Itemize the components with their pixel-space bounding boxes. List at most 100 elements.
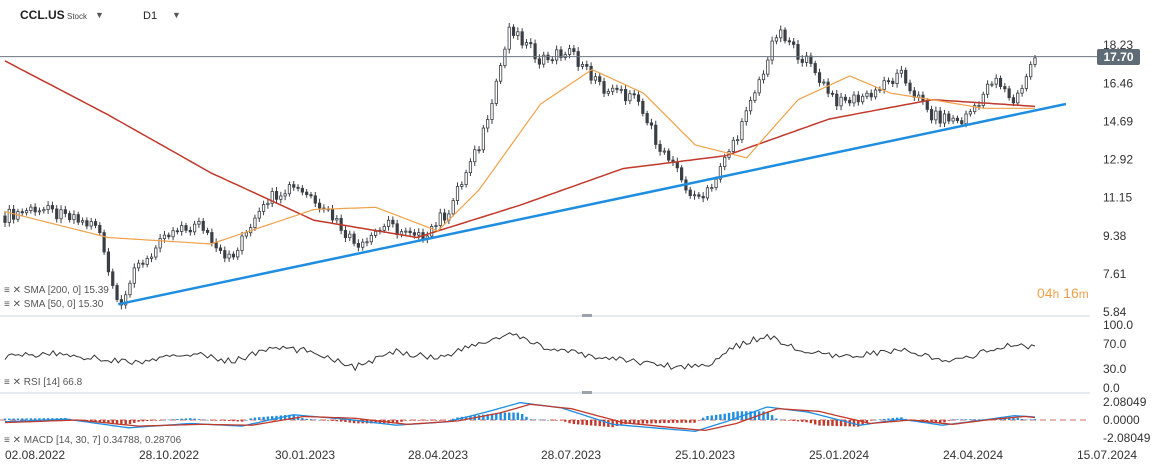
macd-histogram-bar [882,418,886,420]
pane-resize-handle-1[interactable] [582,314,592,317]
macd-histogram-bar [796,420,800,422]
macd-histogram-bar [714,414,718,420]
macd-histogram-bar [710,415,713,420]
candle-body [356,243,360,248]
macd-histogram-bar [697,420,701,421]
menu-icon[interactable]: ≡ [4,377,10,388]
macd-histogram-bar [404,420,407,421]
timeframe-label[interactable]: D1 [143,10,158,22]
macd-histogram-bar [94,420,97,423]
candle-body [744,110,748,123]
macd-histogram-bar [158,420,162,421]
macd-histogram-bar [585,420,588,426]
macd-histogram-bar [663,420,666,424]
candle-body [106,251,111,273]
candle-body [550,59,554,62]
candle-body [779,29,783,39]
candle-body [330,208,335,221]
pane-resize-handle-2[interactable] [582,391,592,394]
macd-histogram-bar [339,420,343,422]
candle-body [305,191,309,196]
candle-body [990,83,994,86]
candle-body [29,206,33,211]
rsi-tick-label: 30.0 [1103,362,1127,376]
macd-histogram-bar [42,418,45,420]
candle-body [942,113,947,124]
symbol-dropdown-icon[interactable]: ▼ [95,10,104,20]
macd-histogram-bar [938,420,942,423]
macd-histogram-bar [801,420,804,422]
candle-body [718,166,722,180]
candle-body [886,80,891,83]
countdown-hours: 04 [1037,285,1053,301]
candle-body [270,191,274,204]
rsi-legend[interactable]: ≡ ✕ RSI [14] 66.8 [4,377,82,388]
menu-icon[interactable]: ≡ [4,435,10,446]
candle-body [753,92,757,101]
candle-body [218,247,223,251]
candle-body [24,210,29,214]
candle-body [1003,86,1007,90]
close-icon[interactable]: ✕ [12,285,22,296]
macd-histogram-bar [8,418,11,420]
candle-body [1024,76,1028,89]
macd-histogram-bar [658,420,662,424]
macd-histogram-bar [551,420,554,421]
timeframe-dropdown-icon[interactable]: ▼ [172,10,181,20]
macd-histogram-bar [219,420,222,421]
menu-icon[interactable]: ≡ [4,299,10,310]
macd-histogram-bar [176,419,179,420]
candle-body [632,93,636,96]
candle-body [318,202,322,209]
macd-histogram-bar [197,419,201,420]
candle-body [835,93,839,107]
candle-body [951,117,955,122]
candle-body [274,191,279,200]
candle-body [895,72,899,85]
candle-body [839,96,843,107]
close-icon[interactable]: ✕ [12,299,22,310]
candle-body [494,80,498,104]
close-icon[interactable]: ✕ [12,377,22,388]
macd-histogram-bar [814,420,817,425]
candle-body [175,230,179,233]
sma50-legend[interactable]: ≡ ✕ SMA [50, 0] 15.30 [4,299,103,310]
macd-histogram-bar [930,420,933,423]
candle-body [697,194,701,197]
candle-body [615,87,619,90]
macd-legend[interactable]: ≡ ✕ MACD [14, 30, 7] 0.34788, 0.28706 [4,435,181,446]
macd-histogram-bar [503,412,507,420]
candle-body [158,238,162,249]
macd-histogram-bar [533,419,537,421]
candle-body [546,54,550,61]
symbol-label[interactable]: CCL.US [20,8,65,22]
date-tick-label: 02.08.2022 [5,448,65,462]
macd-histogram-bar [352,420,356,424]
menu-icon[interactable]: ≡ [4,285,10,296]
macd-histogram-bar [555,420,558,421]
macd-histogram-bar [745,411,748,420]
macd-histogram-bar [956,419,959,420]
macd-histogram-bar [633,420,636,424]
close-icon[interactable]: ✕ [12,435,22,446]
candle-body [55,208,59,220]
macd-histogram-bar [667,420,670,423]
macd-histogram-bar [46,418,50,420]
candle-body [537,58,541,65]
candle-body [524,42,529,46]
candle-body [925,100,929,110]
candle-body [516,31,520,36]
candle-body [848,99,852,104]
candle-body [37,210,42,213]
sma200-legend[interactable]: ≡ ✕ SMA [200, 0] 15.39 [4,285,109,296]
macd-histogram-bar [344,420,347,423]
candle-body [197,220,201,225]
candle-body [417,232,421,236]
candle-body [201,220,205,231]
candle-body [434,225,438,227]
macd-histogram-bar [21,418,24,420]
macd-histogram-bar [309,419,313,420]
macd-histogram-bar [775,418,778,420]
